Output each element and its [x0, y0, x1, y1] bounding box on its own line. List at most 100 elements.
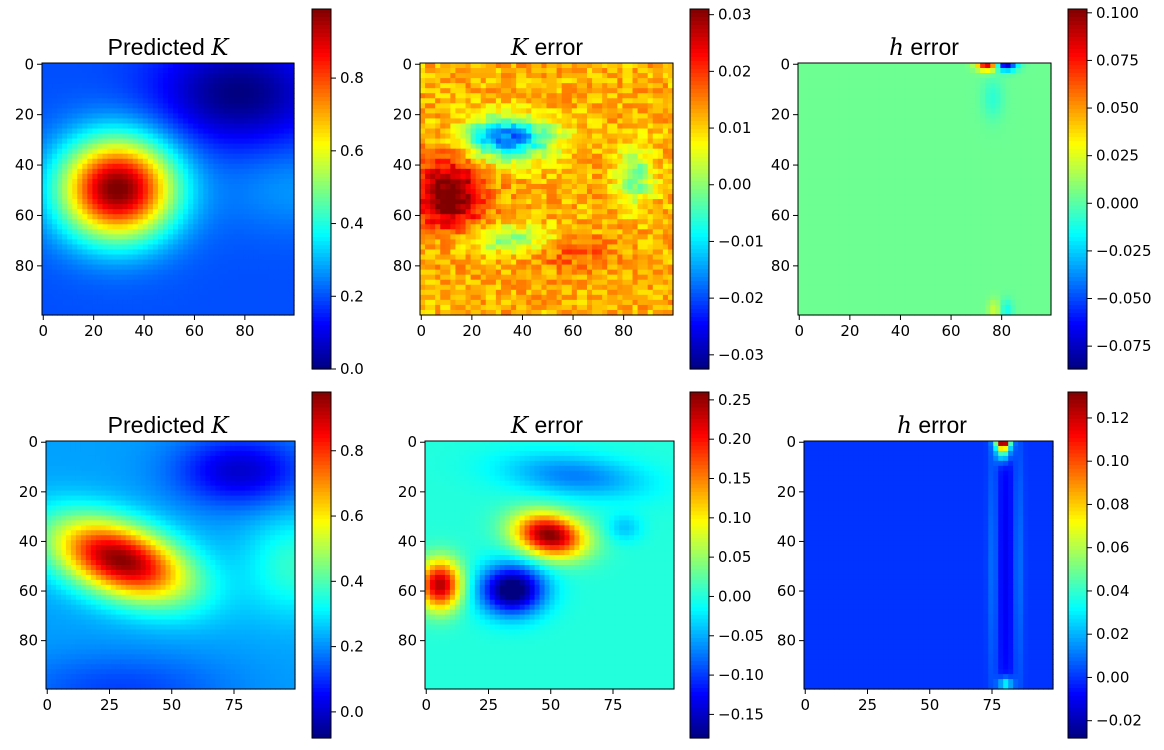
heatmap-cell — [516, 158, 522, 165]
heatmap-cell — [425, 143, 431, 150]
heatmap-cell — [586, 269, 593, 276]
heatmap-cell — [238, 279, 245, 286]
heatmap-cell — [173, 254, 179, 261]
heatmap-cell — [435, 209, 441, 215]
heatmap-cell — [273, 249, 280, 256]
heatmap-cell — [132, 143, 139, 150]
heatmap-cell — [122, 98, 129, 104]
heatmap-cell — [435, 249, 441, 256]
heatmap-cell — [490, 259, 497, 266]
heatmap-cell — [82, 249, 88, 256]
heatmap-cell — [531, 98, 537, 104]
heatmap-cell — [77, 209, 83, 215]
heatmap-cell — [521, 78, 527, 84]
heatmap-cell — [667, 133, 674, 140]
heatmap-cell — [637, 239, 644, 246]
heatmap-cell — [137, 63, 144, 69]
heatmap-cell — [455, 128, 462, 135]
heatmap-cell — [273, 274, 280, 281]
heatmap-cell — [662, 239, 669, 246]
heatmap-cell — [455, 209, 462, 215]
heatmap-cell — [455, 194, 462, 200]
heatmap-cell — [288, 138, 295, 145]
heatmap-cell — [531, 234, 537, 240]
heatmap-cell — [526, 224, 532, 230]
heatmap-cell — [475, 264, 482, 271]
heatmap-cell — [162, 153, 169, 160]
colorbar-segment — [312, 85, 331, 90]
heatmap-cell — [470, 244, 477, 251]
heatmap-cell — [178, 98, 184, 104]
heatmap-cell — [667, 183, 674, 190]
heatmap-cell — [597, 224, 603, 230]
heatmap-cell — [102, 204, 109, 210]
heatmap-cell — [556, 68, 563, 74]
heatmap-cell — [652, 234, 659, 240]
heatmap-cell — [288, 178, 295, 185]
heatmap-cell — [67, 168, 73, 175]
heatmap-cell — [622, 269, 629, 276]
heatmap-cell — [178, 73, 184, 79]
heatmap-cell — [268, 309, 275, 316]
heatmap-cell — [485, 143, 492, 150]
heatmap-cell — [561, 274, 568, 281]
heatmap-cell — [283, 274, 290, 281]
heatmap-cell — [82, 254, 88, 261]
heatmap-cell — [440, 259, 446, 266]
heatmap-cell — [283, 254, 290, 261]
heatmap-cell — [536, 294, 543, 301]
heatmap-cell — [571, 264, 578, 271]
heatmap-cell — [420, 123, 426, 130]
heatmap-cell — [102, 163, 109, 170]
heatmap-cell — [228, 239, 235, 246]
heatmap-cell — [57, 189, 63, 195]
heatmap-cell — [72, 234, 78, 240]
heatmap-cell — [667, 83, 674, 89]
heatmap-cell — [72, 264, 78, 271]
heatmap-cell — [152, 78, 159, 84]
heatmap-cell — [592, 93, 598, 99]
heatmap-cell — [52, 98, 58, 104]
heatmap-cell — [87, 214, 93, 220]
heatmap-cell — [193, 254, 199, 261]
heatmap-cell — [178, 304, 184, 311]
heatmap-cell — [268, 183, 275, 190]
heatmap-cell — [137, 274, 144, 281]
heatmap-cell — [67, 214, 73, 220]
heatmap-cell — [223, 73, 230, 79]
heatmap-cell — [67, 113, 73, 120]
heatmap-cell — [586, 219, 593, 225]
heatmap-cell — [622, 194, 629, 200]
heatmap-cell — [72, 158, 78, 165]
heatmap-cell — [607, 259, 613, 266]
heatmap-cell — [218, 183, 225, 190]
y-tick-label: 20 — [15, 106, 34, 124]
heatmap-cell — [127, 83, 134, 89]
heatmap-cell — [607, 214, 613, 220]
heatmap-cell — [268, 158, 275, 165]
heatmap-cell — [470, 189, 477, 195]
heatmap-cell — [647, 128, 654, 135]
heatmap-cell — [667, 189, 674, 195]
heatmap-cell — [102, 279, 109, 286]
heatmap-cell — [273, 264, 280, 271]
heatmap-cell — [213, 173, 219, 180]
heatmap-cell — [647, 63, 654, 69]
heatmap-cell — [662, 249, 669, 256]
heatmap-cell — [168, 68, 174, 74]
heatmap-cell — [420, 113, 426, 120]
heatmap-cell — [102, 133, 109, 140]
heatmap-cell — [521, 294, 527, 301]
heatmap-cell — [228, 68, 235, 74]
heatmap-cell — [258, 73, 265, 79]
heatmap-cell — [470, 269, 477, 276]
heatmap-cell — [435, 148, 441, 155]
heatmap-cell — [117, 219, 124, 225]
heatmap-cell — [511, 168, 517, 175]
heatmap-cell — [253, 113, 260, 120]
heatmap-cell — [117, 239, 124, 246]
heatmap-cell — [42, 209, 48, 215]
heatmap-cell — [475, 219, 482, 225]
heatmap-cell — [460, 299, 467, 306]
heatmap-cell — [657, 259, 664, 266]
